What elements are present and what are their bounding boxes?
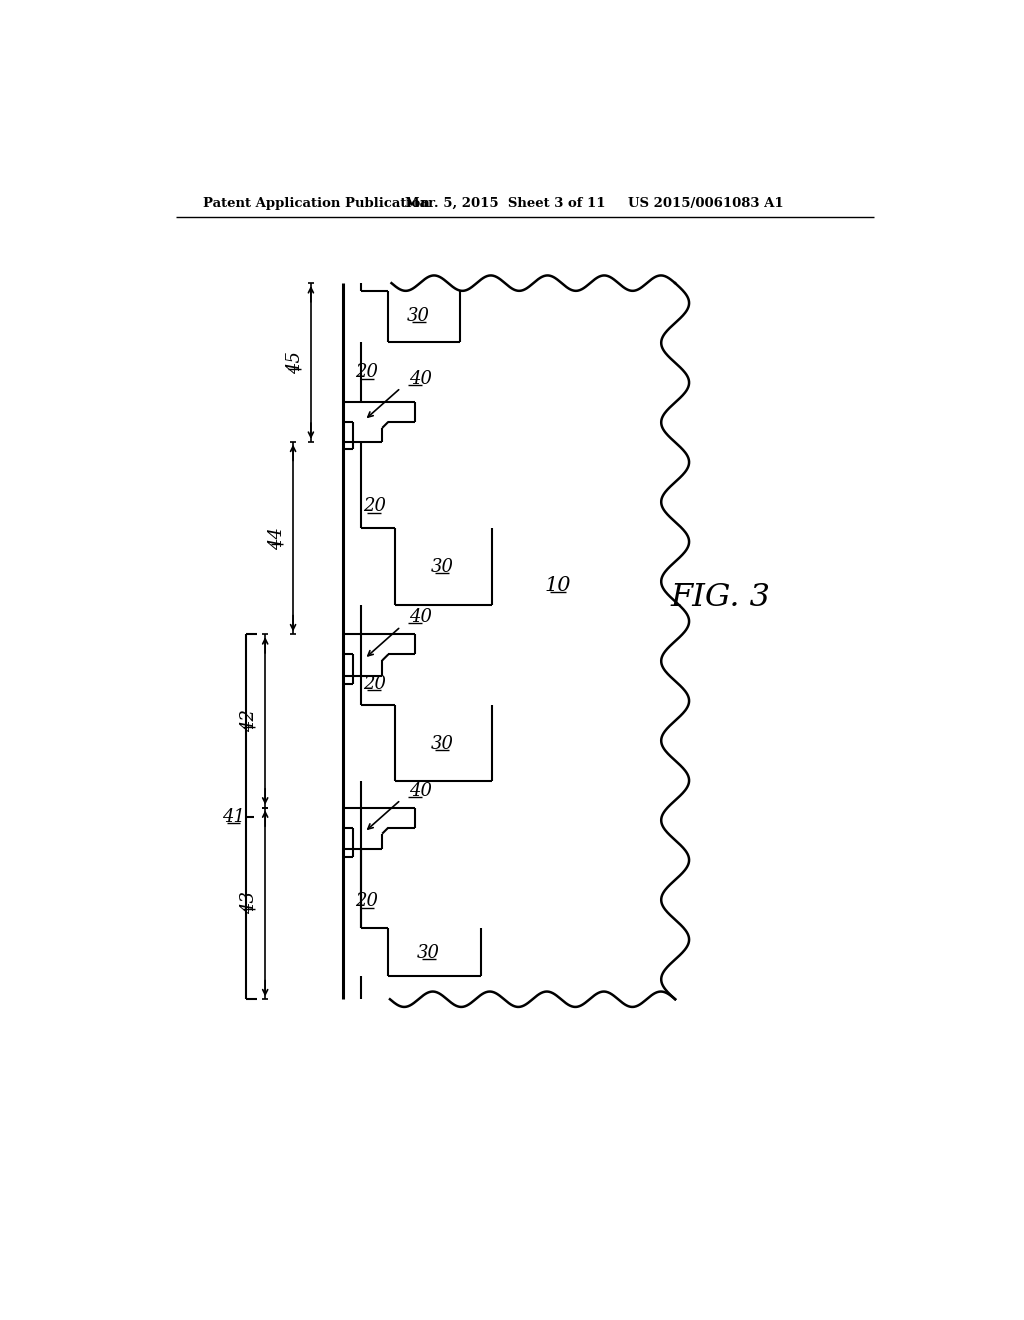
Text: US 2015/0061083 A1: US 2015/0061083 A1 <box>628 197 783 210</box>
Text: 10: 10 <box>545 577 571 595</box>
Text: 20: 20 <box>355 363 378 381</box>
Text: 40: 40 <box>409 781 431 800</box>
Text: 30: 30 <box>430 557 454 576</box>
Text: 43: 43 <box>240 891 258 915</box>
Text: 30: 30 <box>408 308 430 325</box>
Text: Mar. 5, 2015  Sheet 3 of 11: Mar. 5, 2015 Sheet 3 of 11 <box>406 197 606 210</box>
Text: 40: 40 <box>409 370 431 388</box>
Text: 40: 40 <box>409 609 431 626</box>
Text: 20: 20 <box>362 498 386 515</box>
Text: Patent Application Publication: Patent Application Publication <box>203 197 430 210</box>
Text: FIG. 3: FIG. 3 <box>670 582 770 612</box>
Text: 30: 30 <box>417 944 440 962</box>
Text: 30: 30 <box>430 735 454 752</box>
Text: 42: 42 <box>240 709 258 733</box>
Text: 41: 41 <box>222 808 245 826</box>
Text: 44: 44 <box>268 527 286 549</box>
Text: 45: 45 <box>286 351 304 374</box>
Text: 20: 20 <box>362 676 386 693</box>
Text: 20: 20 <box>355 892 378 911</box>
